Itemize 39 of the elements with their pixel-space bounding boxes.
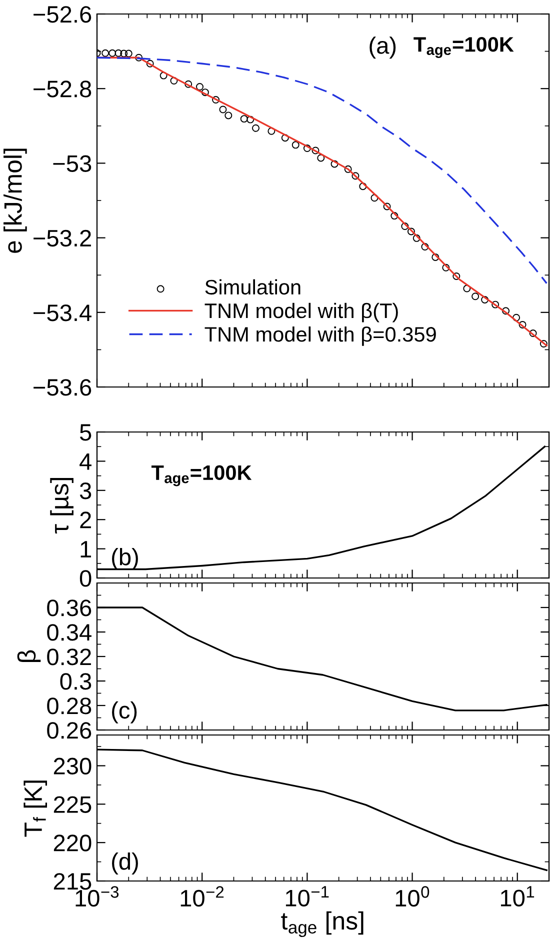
x-tick-label: 10$^{−2}$ [180, 886, 224, 907]
y-tick-label: 3 [80, 482, 92, 500]
annotation: (d) [112, 852, 138, 874]
y-tick-label: 0.34 [47, 624, 92, 641]
y-tick-label: 1 [80, 541, 91, 558]
x-tick-label: 10$^{−1}$ [286, 886, 329, 906]
legend-label: Simulation [205, 279, 300, 295]
y-tick-label: −53.6 [34, 379, 92, 396]
x-tick-label: 10$^{0}$ [396, 886, 430, 907]
y-tick-label: 0.28 [47, 698, 92, 714]
y-tick-label: −53.4 [34, 304, 92, 322]
x-axis-title: t$_{age}$ [ns] [281, 911, 364, 938]
annotation: (b) [112, 548, 138, 570]
y-tick-label: −52.8 [34, 80, 92, 98]
legend-label: TNM model with β=0.359 [204, 326, 436, 346]
y-tick-label: −52.6 [34, 6, 92, 23]
y-tick-label: 0.36 [47, 600, 92, 616]
annotation: (a) [370, 36, 396, 59]
y-axis-title: β [17, 650, 41, 662]
y-tick-label: 0 [80, 570, 92, 587]
y-tick-label: 220 [54, 834, 92, 852]
y-axis-title: τ [µs] [50, 478, 74, 534]
y-tick-label: 225 [54, 796, 92, 813]
x-tick-label: 10$^{1}$ [500, 886, 534, 906]
annotation: (c) [112, 701, 137, 724]
y-axis-title: e [kJ/mol] [4, 148, 27, 253]
y-tick-label: 5 [80, 424, 92, 441]
y-axis-title: T$_{f}$ [K] [24, 780, 47, 837]
annotation: T$_{age}$=100K [151, 465, 252, 486]
y-tick-label: 230 [54, 758, 92, 775]
annotation: T$_{age}$=100K [414, 37, 514, 58]
y-tick-label: 0.26 [47, 722, 92, 739]
y-tick-label: −53 [53, 155, 92, 172]
y-tick-label: −53.2 [34, 230, 91, 247]
y-tick-label: 0.3 [60, 673, 92, 690]
y-tick-label: 2 [80, 512, 91, 528]
legend-label: TNM model with β(T) [204, 302, 398, 322]
y-tick-label: 4 [80, 454, 92, 470]
y-tick-label: 0.32 [47, 648, 91, 666]
